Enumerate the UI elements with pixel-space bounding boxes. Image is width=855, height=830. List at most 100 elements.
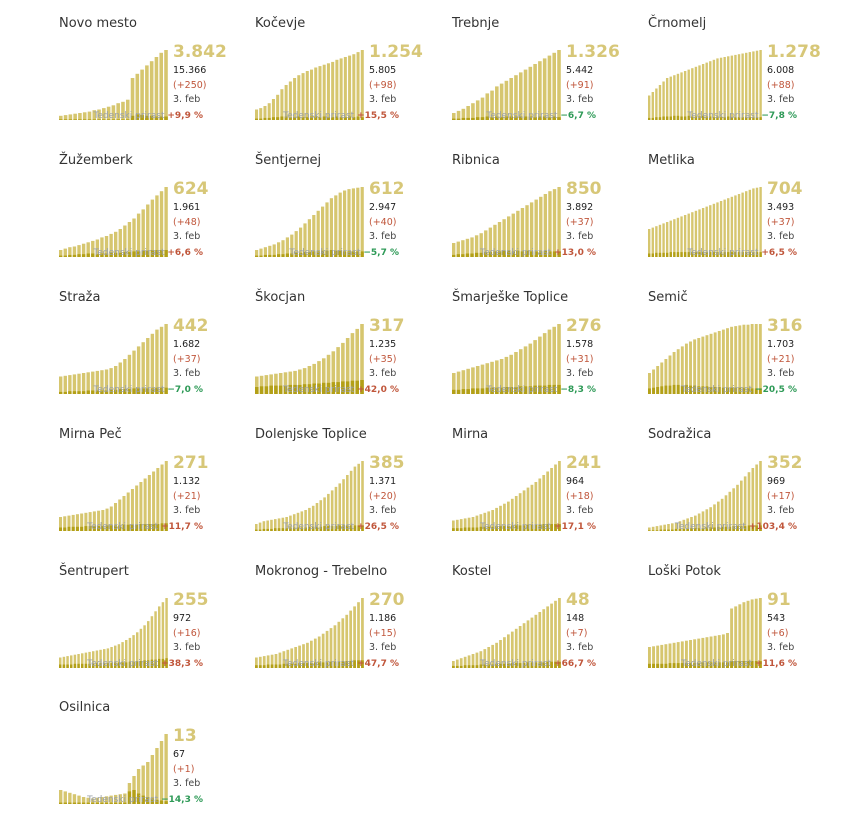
new-cases-bar (746, 661, 750, 668)
active-bar (59, 657, 62, 668)
chart-panel: Metlika 704 3.493 (+37) 3. feb Tedenski prira… (648, 153, 838, 283)
new-cases: (+250) (173, 80, 207, 91)
active-bar (150, 616, 154, 668)
active-bar (669, 76, 672, 120)
active-bar (325, 202, 329, 257)
new-cases-bar (663, 529, 666, 531)
new-cases-bar (118, 252, 122, 257)
new-cases-bar (487, 526, 491, 531)
new-cases-bar (456, 118, 461, 120)
bar-chart (59, 324, 168, 394)
new-cases-bar (691, 252, 694, 257)
active-bar (557, 324, 561, 394)
new-cases-bar (479, 664, 483, 668)
new-cases-bar (80, 526, 84, 531)
active-bar (463, 656, 467, 668)
active-bar (471, 103, 475, 120)
active-bar (276, 94, 280, 120)
new-cases-bar (687, 252, 690, 257)
active-bar (81, 243, 86, 257)
active-count: 1.278 (767, 42, 821, 62)
active-bar (518, 493, 522, 531)
new-cases-bar (321, 382, 326, 394)
new-cases-bar (345, 381, 350, 394)
active-bar (552, 326, 557, 394)
new-cases-bar (697, 386, 701, 394)
new-cases-bar (680, 252, 683, 257)
active-bar (687, 213, 690, 257)
total-count: 67 (173, 749, 186, 760)
active-bar (159, 741, 164, 804)
new-cases-bar (150, 388, 155, 394)
new-cases-bar (730, 661, 734, 668)
new-cases-bar (333, 661, 337, 668)
active-bar (262, 656, 266, 668)
active-bar (278, 652, 282, 668)
active-bar (357, 463, 360, 531)
new-cases-bar (59, 527, 63, 531)
chart-panel: Mirna Peč 271 1.132 (+21) 3. feb Tedenski pri… (59, 427, 249, 557)
active-bar (452, 243, 456, 257)
new-cases-bar (356, 116, 360, 120)
new-cases-bar (694, 528, 697, 531)
new-cases-bar (110, 663, 113, 668)
new-cases-bar (92, 119, 97, 120)
new-cases-bar (59, 255, 63, 257)
active-bar (746, 324, 750, 394)
new-cases-bar (331, 382, 336, 394)
active-bar (759, 187, 762, 257)
date-label: 3. feb (369, 368, 397, 379)
active-bar (463, 518, 467, 531)
active-bar (672, 352, 676, 394)
new-cases-bar (651, 253, 654, 257)
active-bar (100, 237, 104, 257)
new-cases-bar (724, 526, 728, 531)
active-bar (62, 656, 66, 668)
new-cases-bar (306, 663, 309, 668)
active-bar (301, 73, 305, 120)
new-cases-bar (164, 387, 168, 394)
weekly-growth: Tedenski prirast +103,4 % (675, 522, 797, 532)
new-cases-bar (522, 525, 526, 531)
new-cases-bar (288, 384, 293, 394)
date-label: 3. feb (566, 642, 594, 653)
active-bar (459, 519, 463, 531)
bar-chart (452, 324, 561, 394)
new-cases-bar (523, 116, 528, 120)
new-cases-bar (164, 116, 168, 120)
active-bar (738, 325, 742, 394)
active-bar (165, 598, 168, 668)
active-bar (533, 340, 537, 394)
active-bar (356, 187, 360, 257)
active-bar (709, 636, 713, 668)
new-cases: (+20) (369, 491, 397, 502)
new-cases-bar (289, 527, 292, 531)
active-bar (538, 61, 542, 120)
new-cases-bar (262, 665, 266, 668)
active-bar (721, 634, 725, 668)
active-bar (721, 329, 725, 394)
active-bar (754, 598, 758, 668)
new-cases-bar (717, 387, 721, 394)
new-cases-bar (691, 116, 694, 120)
new-cases-bar (118, 389, 122, 394)
new-cases-bar (534, 524, 538, 531)
active-bar (518, 72, 523, 120)
new-cases-bar (491, 664, 495, 668)
new-cases-bar (67, 526, 71, 531)
new-cases-bar (548, 251, 552, 257)
new-cases-bar (140, 115, 144, 120)
active-bar (682, 519, 686, 531)
total-count: 969 (767, 476, 786, 487)
new-cases-bar (734, 252, 737, 257)
new-cases-bar (147, 524, 151, 531)
new-cases-bar (745, 252, 748, 257)
new-cases-bar (516, 250, 520, 257)
active-bar (264, 375, 269, 394)
new-cases-bar (701, 662, 705, 668)
new-cases-bar (73, 663, 77, 668)
weekly-growth: Tedenski prirast +15,5 % (283, 111, 399, 121)
new-cases-bar (159, 800, 164, 804)
new-cases-bar (121, 119, 125, 120)
active-count: 270 (369, 590, 405, 610)
